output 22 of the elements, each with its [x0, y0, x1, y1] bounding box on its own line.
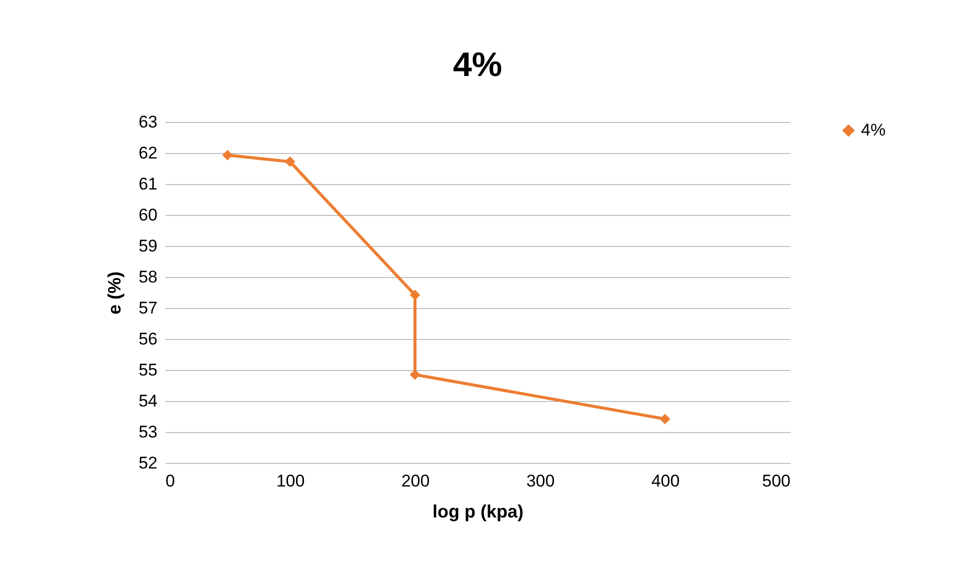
x-axis-title: log p (kpa)	[432, 502, 524, 522]
y-axis-title: e (%)	[104, 271, 125, 315]
y-tick-label: 53	[138, 422, 158, 442]
y-tick-label: 59	[138, 236, 158, 256]
x-tick-label: 100	[276, 472, 305, 490]
y-tick-label: 61	[138, 174, 158, 194]
x-tick-label: 0	[166, 472, 175, 490]
x-tick-label: 300	[526, 472, 555, 490]
y-tick-label: 62	[138, 144, 158, 162]
y-tick-label: 56	[138, 330, 158, 348]
y-tick-label: 60	[138, 206, 158, 224]
legend-label: 4%	[861, 120, 886, 140]
y-tick-label: 54	[138, 392, 158, 410]
x-tick-label: 400	[651, 472, 680, 490]
y-tick-label: 52	[138, 454, 158, 472]
y-tick-label: 55	[138, 360, 158, 380]
x-tick-label: 500	[762, 472, 790, 490]
y-tick-label: 63	[138, 112, 158, 132]
y-tick-label: 57	[138, 298, 158, 318]
y-tick-label: 58	[138, 268, 158, 286]
chart-title: 4%	[452, 46, 502, 84]
x-tick-label: 200	[401, 472, 430, 490]
